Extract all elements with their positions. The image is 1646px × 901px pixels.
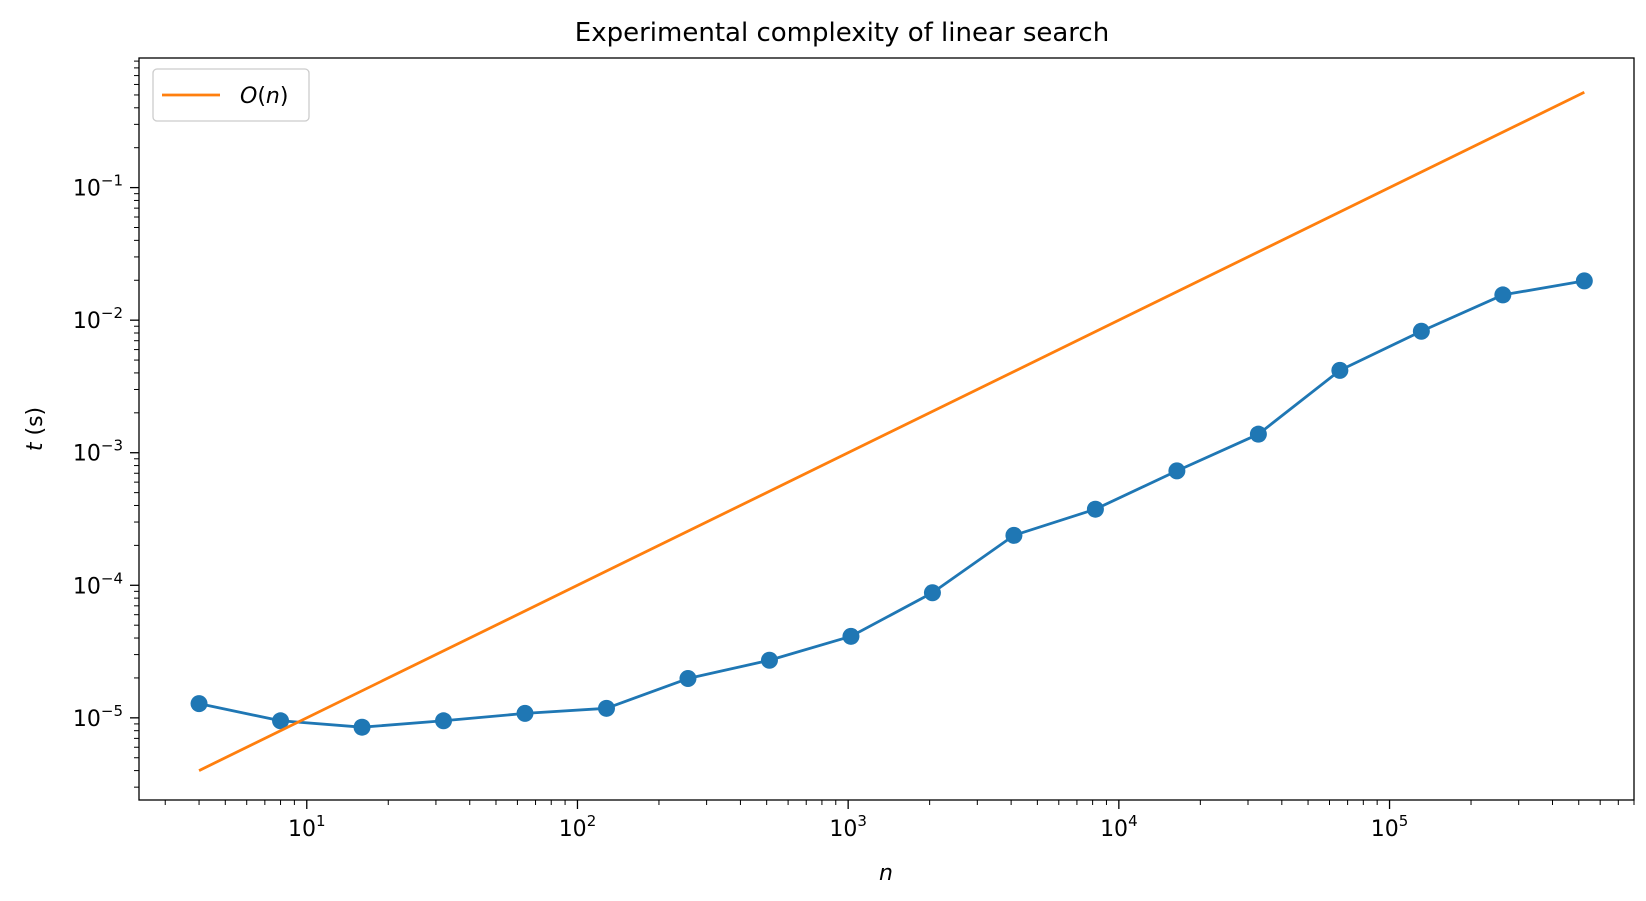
y-tick-label-exp: −3 <box>101 437 123 455</box>
x-tick-label: 103 <box>829 812 867 842</box>
x-tick-label-exp: 5 <box>1399 812 1409 830</box>
y-axis-label: t (s) <box>23 407 48 451</box>
y-tick-label-base: 10 <box>73 707 101 732</box>
data-point <box>1005 526 1023 544</box>
x-axis: 101 102 103 104 105 <box>164 800 1635 842</box>
legend-box <box>152 68 310 122</box>
x-tick-label-exp: 4 <box>1128 812 1138 830</box>
data-point <box>1331 361 1349 379</box>
series-measured-line <box>198 279 1585 729</box>
data-point <box>1412 322 1430 340</box>
data-point <box>1168 462 1186 480</box>
data-point <box>923 584 941 602</box>
data-point <box>516 704 534 722</box>
y-tick-label-base: 10 <box>73 309 101 334</box>
x-tick-label-base: 10 <box>288 817 316 842</box>
y-tick-label: 10−1 <box>73 172 123 202</box>
data-point <box>1086 500 1104 518</box>
x-tick-label: 102 <box>559 812 597 842</box>
data-point <box>1249 425 1267 443</box>
legend-label-fn: O <box>240 84 257 109</box>
x-tick-label: 101 <box>288 812 326 842</box>
x-tick-label-base: 10 <box>1100 817 1128 842</box>
x-tick-label-base: 10 <box>559 817 587 842</box>
data-point <box>1575 272 1593 290</box>
y-tick-label-exp: −4 <box>101 569 123 587</box>
axes-frame <box>138 57 1635 801</box>
data-point <box>760 651 778 669</box>
x-tick-label-exp: 3 <box>857 812 867 830</box>
y-axis-label-unit: (s) <box>23 407 48 443</box>
y-tick-label-base: 10 <box>73 442 101 467</box>
data-point <box>842 627 860 645</box>
x-tick-label-exp: 2 <box>587 812 597 830</box>
data-point <box>1494 286 1512 304</box>
y-tick-label: 10−4 <box>73 569 123 599</box>
y-axis-label-var: t <box>23 441 48 451</box>
data-point <box>679 670 697 688</box>
plot-area <box>138 57 1635 801</box>
legend-label-open: ( <box>257 84 266 109</box>
y-axis: 10−510−410−310−210−1 <box>73 60 139 788</box>
legend-label-close: ) <box>280 84 289 109</box>
x-axis-label: n <box>879 861 893 886</box>
series-layer <box>190 90 1593 772</box>
data-point <box>435 712 453 730</box>
y-tick-label-exp: −1 <box>101 172 123 190</box>
x-tick-label: 105 <box>1371 812 1409 842</box>
y-tick-label-base: 10 <box>73 574 101 599</box>
data-point <box>353 718 371 736</box>
y-tick-label-exp: −2 <box>101 304 123 322</box>
x-tick-label: 104 <box>1100 812 1138 842</box>
legend[interactable]: O(n) <box>152 68 310 122</box>
data-point <box>190 695 208 713</box>
legend-label-o-n: O(n) <box>240 84 288 109</box>
y-tick-label: 10−2 <box>73 304 123 334</box>
x-tick-label-base: 10 <box>1371 817 1399 842</box>
series-o-n-line <box>198 90 1585 772</box>
y-tick-label-exp: −5 <box>101 702 123 720</box>
data-point <box>597 699 615 717</box>
legend-label-var: n <box>266 84 280 109</box>
y-tick-label: 10−3 <box>73 437 123 467</box>
y-tick-label-base: 10 <box>73 177 101 202</box>
x-tick-label-exp: 1 <box>316 812 326 830</box>
y-tick-label: 10−5 <box>73 702 123 732</box>
chart-title: Experimental complexity of linear search <box>575 18 1109 48</box>
x-tick-label-base: 10 <box>829 817 857 842</box>
data-point <box>272 712 290 730</box>
